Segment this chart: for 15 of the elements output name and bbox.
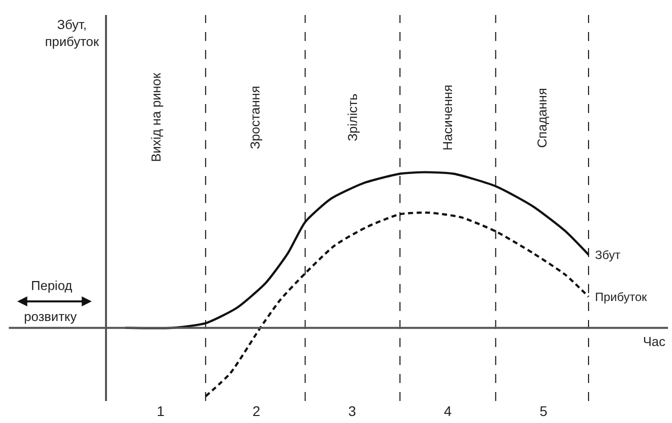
x-tick-label: 2 <box>252 403 260 419</box>
x-tick-label: 1 <box>156 403 165 419</box>
text: Період розвитку <box>24 278 77 324</box>
series-label: Прибуток <box>595 290 648 304</box>
text: Спадання <box>534 88 550 148</box>
x-tick-label: 3 <box>348 403 356 419</box>
text: Насичення <box>440 84 456 151</box>
x-tick-label: 5 <box>540 403 548 419</box>
x-axis-title: Час <box>643 334 666 349</box>
text: Зростання <box>248 86 263 150</box>
text: Збут, прибуток <box>45 17 100 49</box>
series-label: Збут <box>595 248 621 262</box>
text: Зрілість <box>344 93 360 142</box>
x-tick-label: 4 <box>444 403 452 419</box>
text: Вихід на ринок <box>148 72 164 162</box>
